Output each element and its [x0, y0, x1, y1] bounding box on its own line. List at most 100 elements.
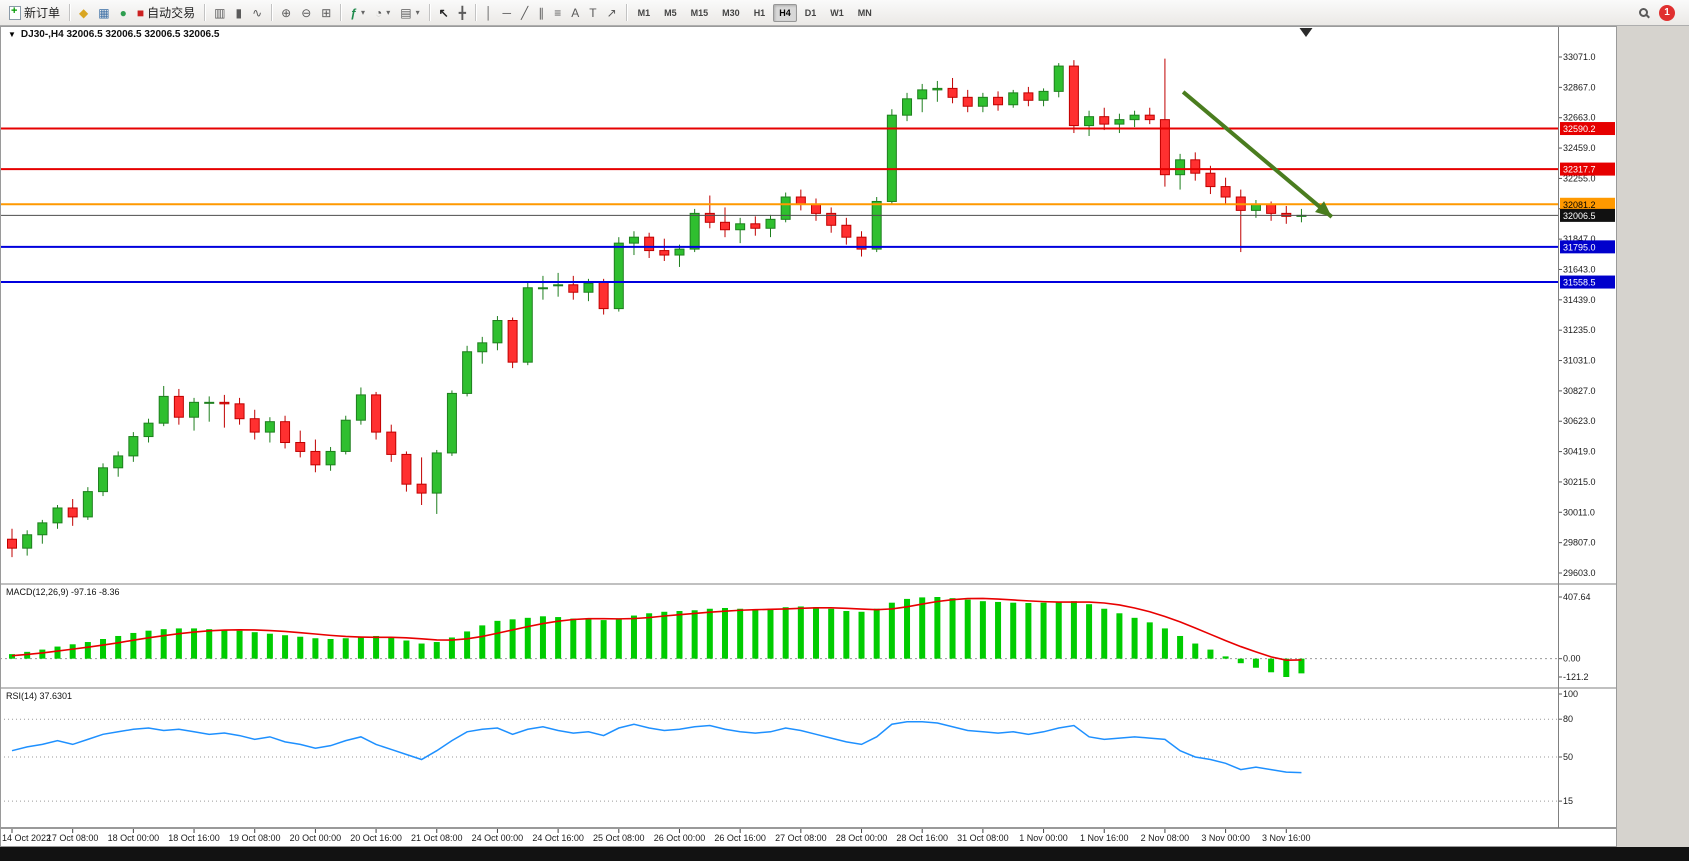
horizontal-line-icon: ─ — [502, 5, 511, 20]
templates-button[interactable]: ▤ ▾ — [395, 3, 424, 23]
svg-text:31558.5: 31558.5 — [1563, 278, 1596, 288]
navigator-button[interactable]: ● — [115, 3, 132, 23]
indicators-icon: ƒ — [350, 5, 357, 20]
templates-icon: ▤ — [400, 5, 412, 20]
timeframe-button-h1[interactable]: H1 — [753, 7, 766, 18]
crosshair-icon: ╋ — [458, 5, 466, 20]
timeframe-button-d1[interactable]: D1 — [804, 7, 817, 18]
svg-text:3 Nov 00:00: 3 Nov 00:00 — [1201, 833, 1250, 843]
main-toolbar: 新订单◆▦●■自动交易▥▮∿⊕⊖⊞ƒ▾◔▾▤▾↖╋│─╱∥≡AT↗M1M5M15… — [0, 0, 1689, 26]
chart-title-text: DJ30-,H4 32006.5 32006.5 32006.5 32006.5 — [20, 29, 220, 40]
timeframe-button-m5[interactable]: M5 — [664, 7, 677, 18]
channel-button[interactable]: ∥ — [533, 3, 549, 23]
svg-text:1 Nov 00:00: 1 Nov 00:00 — [1019, 833, 1068, 843]
line-chart-button[interactable]: ∿ — [247, 3, 267, 23]
svg-text:28 Oct 16:00: 28 Oct 16:00 — [896, 833, 948, 843]
bar-chart-button[interactable]: ▥ — [209, 3, 230, 23]
svg-text:27 Oct 08:00: 27 Oct 08:00 — [775, 833, 827, 843]
timeframe-button-m30[interactable]: M30 — [722, 7, 740, 18]
svg-text:32317.7: 32317.7 — [1563, 165, 1596, 175]
svg-text:26 Oct 00:00: 26 Oct 00:00 — [654, 833, 706, 843]
chevron-down-icon: ▾ — [361, 8, 366, 17]
chevron-down-icon: ▾ — [386, 8, 391, 17]
search-button[interactable] — [1634, 3, 1653, 23]
timeframe-button-m1[interactable]: M1 — [637, 7, 651, 18]
svg-text:31235.0: 31235.0 — [1563, 325, 1596, 335]
svg-text:29807.0: 29807.0 — [1563, 538, 1596, 548]
indicators-button[interactable]: ƒ ▾ — [345, 3, 370, 23]
price-axis[interactable] — [1558, 26, 1616, 828]
timeframe-button-m15[interactable]: M15 — [690, 7, 709, 18]
market-watch-icon: ▦ — [98, 5, 110, 20]
vertical-line-button[interactable]: │ — [480, 3, 498, 23]
channel-icon: ∥ — [538, 5, 545, 20]
periods-button[interactable]: ◔ ▾ — [370, 3, 395, 23]
svg-text:32255.0: 32255.0 — [1563, 173, 1596, 183]
svg-text:24 Oct 16:00: 24 Oct 16:00 — [532, 833, 584, 843]
timeframe-button-h4[interactable]: H4 — [773, 3, 797, 22]
toolbar-separator — [69, 4, 71, 21]
horizontal-line-button[interactable]: ─ — [497, 3, 516, 23]
svg-text:3 Nov 16:00: 3 Nov 16:00 — [1262, 833, 1311, 843]
timeframe-button-mn[interactable]: MN — [857, 7, 872, 18]
trendline-button[interactable]: ╱ — [516, 3, 533, 23]
candlestick-chart-button[interactable]: ▮ — [230, 3, 247, 23]
bar-chart-icon: ▥ — [214, 5, 226, 20]
symbol-dropdown-icon[interactable]: ▼ — [8, 30, 16, 39]
macd-signal-line — [11, 597, 1302, 661]
svg-text:100: 100 — [1563, 689, 1578, 699]
svg-text:31439.0: 31439.0 — [1563, 295, 1596, 305]
crosshair-button[interactable]: ╋ — [454, 3, 471, 23]
label-button[interactable]: T — [584, 3, 601, 23]
svg-text:407.64: 407.64 — [1563, 592, 1591, 602]
fibonacci-button[interactable]: ≡ — [549, 3, 566, 23]
time-axis[interactable] — [0, 828, 1616, 846]
new-order-button-label: 新订单 — [24, 6, 61, 20]
timeframe-button-w1[interactable]: W1 — [830, 7, 844, 18]
autotrading-button-label: 自动交易 — [147, 6, 196, 20]
trend-arrow[interactable] — [1181, 90, 1334, 219]
zoom-in-icon: ⊕ — [281, 5, 292, 20]
svg-text:21 Oct 08:00: 21 Oct 08:00 — [411, 833, 463, 843]
autotrading-button[interactable]: ■ 自动交易 — [132, 3, 200, 23]
toolbar-separator — [271, 4, 273, 21]
zoom-in-button[interactable]: ⊕ — [276, 3, 296, 23]
arrows-button[interactable]: ↗ — [602, 3, 622, 23]
price-badge-32590.2: 32590.2 — [1560, 122, 1615, 136]
price-badge-31558.5: 31558.5 — [1560, 275, 1615, 289]
svg-text:14 Oct 2022: 14 Oct 2022 — [2, 833, 51, 843]
tile-windows-button[interactable]: ⊞ — [316, 3, 336, 23]
svg-text:32081.2: 32081.2 — [1563, 200, 1596, 210]
text-button[interactable]: A — [566, 3, 584, 23]
notification-badge[interactable]: 1 — [1659, 4, 1675, 21]
svg-text:32867.0: 32867.0 — [1563, 82, 1596, 92]
svg-text:0.00: 0.00 — [1563, 654, 1581, 664]
metaeditor-icon: ◆ — [79, 5, 89, 20]
periods-icon: ◔ — [375, 5, 383, 20]
metaeditor-button[interactable]: ◆ — [74, 3, 93, 23]
toolbar-separator — [340, 4, 342, 21]
market-watch-button[interactable]: ▦ — [93, 3, 114, 23]
rsi-panel-area[interactable] — [0, 688, 1558, 828]
fibonacci-icon: ≡ — [554, 5, 562, 20]
vertical-line-icon: │ — [484, 5, 493, 20]
svg-text:30827.0: 30827.0 — [1563, 386, 1596, 396]
svg-text:18 Oct 16:00: 18 Oct 16:00 — [168, 833, 220, 843]
macd-panel-area[interactable] — [0, 584, 1558, 688]
label-icon: T — [589, 5, 597, 20]
main-chart-area[interactable] — [0, 26, 1558, 584]
cursor-button[interactable]: ↖ — [434, 3, 454, 23]
svg-text:32459.0: 32459.0 — [1563, 143, 1596, 153]
toolbar-separator — [204, 4, 206, 21]
cursor-icon: ↖ — [438, 5, 449, 20]
svg-text:31847.0: 31847.0 — [1563, 234, 1596, 244]
zoom-out-button[interactable]: ⊖ — [296, 3, 316, 23]
price-badge-32317.7: 32317.7 — [1560, 162, 1615, 176]
candles-layer — [7, 58, 1307, 558]
new-order-icon — [9, 5, 21, 20]
price-badge-32081.2: 32081.2 — [1560, 197, 1615, 211]
new-order-button[interactable]: 新订单 — [4, 3, 65, 23]
svg-text:33071.0: 33071.0 — [1563, 52, 1596, 62]
toolbar-separator — [428, 4, 430, 21]
